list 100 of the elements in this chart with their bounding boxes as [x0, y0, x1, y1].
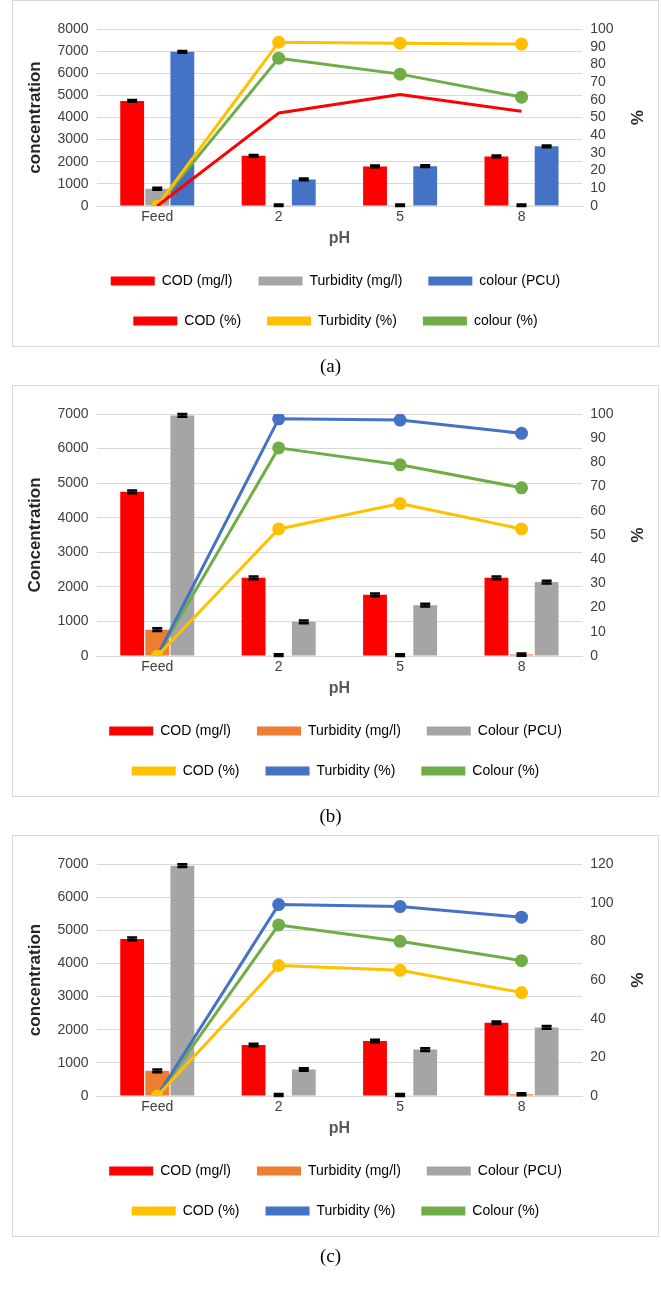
- y-tick-label: 4000: [57, 508, 89, 525]
- x-tick-label: Feed: [141, 658, 174, 675]
- x-tick-label: 2: [274, 1098, 283, 1115]
- y2-tick-label: 80: [590, 453, 607, 470]
- y-tick-label: 0: [80, 646, 89, 663]
- legend-label: COD (%): [182, 761, 240, 778]
- point: [515, 481, 529, 495]
- text: (a): [318, 354, 343, 378]
- y2-tick-label: 90: [590, 429, 607, 446]
- bar: [291, 621, 316, 656]
- y-axis-title: concentration: [24, 61, 44, 174]
- x-tick-label: 2: [274, 658, 283, 675]
- point: [515, 522, 529, 536]
- y-tick-label: 7000: [57, 41, 89, 58]
- bar: [413, 166, 438, 206]
- bar: [534, 146, 559, 206]
- legend-label: COD (%): [184, 311, 242, 328]
- y-tick-label: 1000: [57, 174, 89, 191]
- legend-label: colour (PCU): [479, 271, 561, 288]
- bar: [170, 51, 195, 206]
- point: [393, 900, 407, 914]
- x-axis-title: pH: [328, 228, 351, 246]
- y2-tick-label: 60: [590, 501, 607, 518]
- y-tick-label: 0: [80, 196, 89, 213]
- legend-label: Colour (PCU): [477, 721, 562, 738]
- y2-axis-title: %: [627, 527, 647, 543]
- y2-tick-label: 100: [590, 19, 614, 36]
- y2-axis-title: %: [627, 972, 647, 988]
- bar: [241, 577, 266, 656]
- legend-label: Colour (PCU): [477, 1161, 562, 1178]
- x-axis-title: pH: [328, 1118, 351, 1136]
- y2-tick-label: 100: [590, 404, 614, 421]
- bar: [120, 938, 145, 1096]
- y-tick-label: 2000: [57, 1020, 89, 1037]
- y-tick-label: 1000: [57, 1053, 89, 1070]
- point: [393, 934, 407, 948]
- x-tick-label: 8: [517, 1098, 526, 1115]
- point: [515, 90, 529, 104]
- bar: [534, 582, 559, 656]
- point: [393, 36, 407, 50]
- y-tick-label: 8000: [57, 19, 89, 36]
- y2-tick-label: 40: [590, 550, 607, 567]
- y-axis-title: concentration: [24, 923, 44, 1037]
- point: [393, 458, 407, 472]
- bar: [291, 179, 316, 206]
- y2-tick-label: 80: [590, 55, 607, 72]
- y-tick-label: 6000: [57, 64, 89, 81]
- y2-tick-label: 80: [590, 932, 607, 949]
- bar: [413, 605, 438, 656]
- y2-tick-label: 0: [590, 196, 599, 213]
- legend-label: COD (mg/l): [160, 1161, 231, 1178]
- y-tick-label: 3000: [57, 543, 89, 560]
- y2-tick-label: 50: [590, 525, 607, 542]
- y-tick-label: 6000: [57, 439, 89, 456]
- point: [272, 441, 286, 455]
- y2-tick-label: 60: [590, 90, 607, 107]
- point: [272, 918, 286, 932]
- x-tick-label: Feed: [141, 1098, 174, 1115]
- y2-tick-label: 30: [590, 143, 607, 160]
- y-tick-label: 1000: [57, 612, 89, 629]
- y-tick-label: 3000: [57, 130, 89, 147]
- legend-label: COD (%): [182, 1201, 240, 1218]
- point: [272, 51, 286, 65]
- y2-tick-label: 10: [590, 179, 607, 196]
- x-tick-label: 5: [396, 208, 405, 225]
- y2-tick-label: 0: [590, 1086, 599, 1103]
- bar: [534, 1027, 559, 1096]
- bar: [484, 156, 509, 206]
- point: [393, 963, 407, 977]
- legend-label: Colour (%): [472, 761, 540, 778]
- bar: [120, 100, 145, 206]
- bar: [484, 1022, 509, 1096]
- point: [272, 414, 286, 426]
- legend-label: Colour (%): [472, 1201, 540, 1218]
- text: (c): [318, 1244, 343, 1268]
- y2-axis-title: %: [627, 109, 647, 126]
- y2-tick-label: 70: [590, 477, 607, 494]
- legend-label: colour (%): [473, 311, 538, 328]
- y2-tick-label: 40: [590, 126, 607, 143]
- y-tick-label: 5000: [57, 474, 89, 490]
- bar: [363, 166, 387, 206]
- y2-tick-label: 30: [590, 574, 607, 591]
- y-tick-label: 4000: [57, 108, 89, 125]
- point: [393, 414, 407, 427]
- y2-tick-label: 20: [590, 598, 607, 615]
- bar: [291, 1069, 316, 1096]
- y2-tick-label: 120: [590, 854, 614, 871]
- y-tick-label: 7000: [57, 404, 89, 421]
- bar: [120, 491, 145, 656]
- x-tick-label: 5: [396, 1098, 405, 1115]
- y-tick-label: 6000: [57, 888, 89, 904]
- point: [515, 954, 529, 968]
- point: [272, 522, 286, 536]
- y-tick-label: 4000: [57, 954, 89, 971]
- point: [515, 426, 529, 440]
- x-tick-label: 2: [274, 208, 283, 225]
- text: (b): [318, 804, 343, 828]
- y-tick-label: 2000: [57, 152, 89, 169]
- y2-tick-label: 70: [590, 72, 607, 89]
- bar: [170, 415, 195, 656]
